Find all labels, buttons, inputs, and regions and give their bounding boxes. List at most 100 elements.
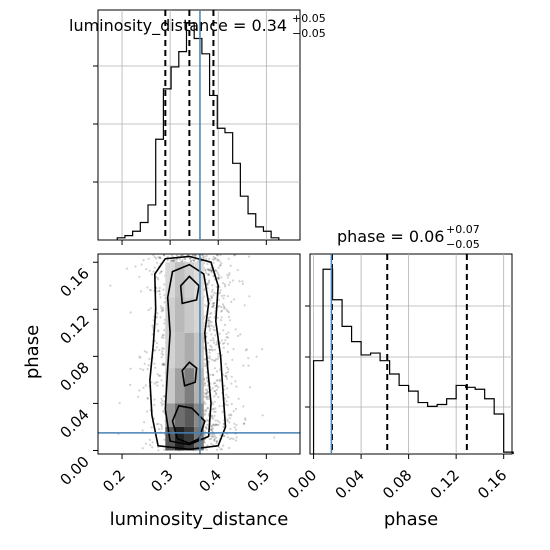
scatter-point (232, 348, 235, 351)
scatter-point (153, 398, 156, 401)
scatter-point (129, 383, 132, 386)
scatter-point (208, 357, 212, 360)
scatter-point (162, 333, 165, 336)
scatter-point (233, 426, 236, 429)
scatter-point (146, 286, 149, 289)
scatter-point (222, 422, 225, 426)
scatter-point (212, 325, 215, 328)
scatter-point (205, 376, 208, 379)
scatter-point (204, 269, 207, 272)
scatter-point (210, 297, 213, 300)
scatter-point (228, 272, 231, 275)
scatter-point (211, 403, 215, 406)
scatter-point (141, 429, 144, 432)
scatter-point (166, 259, 169, 262)
scatter-point (147, 257, 150, 260)
scatter-point (203, 441, 206, 444)
scatter-point (173, 259, 176, 262)
scatter-point (217, 395, 220, 399)
x-tick-label: 0.00 (284, 466, 320, 502)
scatter-point (161, 334, 164, 337)
phase-title: phase = 0.06 (337, 227, 444, 246)
scatter-point (222, 346, 225, 349)
scatter-point (157, 427, 161, 431)
scatter-point (215, 358, 218, 361)
scatter-point (151, 446, 154, 449)
scatter-point (213, 410, 216, 413)
y-tick-label: 0.12 (56, 311, 92, 347)
scatter-point (156, 381, 159, 384)
scatter-point (217, 266, 220, 269)
scatter-point (219, 319, 223, 322)
scatter-point (213, 348, 216, 351)
scatter-point (217, 277, 220, 280)
scatter-point (158, 289, 161, 293)
scatter-point (215, 442, 218, 445)
scatter-point (139, 367, 142, 370)
scatter-point (153, 362, 156, 365)
scatter-point (216, 316, 220, 319)
scatter-point (223, 397, 226, 400)
scatter-point (225, 308, 228, 311)
density-cell (165, 403, 175, 427)
scatter-point (157, 329, 160, 332)
scatter-point (205, 419, 208, 422)
scatter-point (220, 276, 223, 279)
scatter-point (227, 331, 230, 334)
density-cell (184, 297, 195, 333)
scatter-point (227, 283, 231, 286)
scatter-point (226, 350, 229, 354)
scatter-point (234, 254, 237, 257)
scatter-point (169, 259, 172, 262)
scatter-point (156, 316, 159, 319)
scatter-point (226, 342, 229, 345)
scatter-point (231, 358, 234, 361)
scatter-point (232, 410, 235, 413)
scatter-point (163, 322, 166, 325)
scatter-point (194, 254, 197, 257)
scatter-point (235, 385, 238, 388)
scatter-point (161, 384, 165, 387)
scatter-point (217, 352, 220, 355)
scatter-point (215, 440, 218, 443)
scatter-point (204, 388, 207, 391)
scatter-point (214, 257, 217, 260)
scatter-point (220, 309, 223, 312)
scatter-point (157, 449, 160, 452)
scatter-point (218, 332, 221, 335)
scatter-point (216, 254, 219, 257)
scatter-point (212, 301, 215, 305)
scatter-point (208, 329, 211, 332)
scatter-point (210, 295, 213, 298)
scatter-point (204, 268, 207, 271)
scatter-point (206, 407, 209, 410)
scatter-point (216, 448, 219, 451)
scatter-point (230, 382, 233, 385)
scatter-point (247, 255, 251, 258)
scatter-point (226, 370, 229, 374)
scatter-point (158, 286, 161, 290)
scatter-point (160, 307, 163, 310)
scatter-point (215, 440, 218, 443)
scatter-point (203, 358, 206, 361)
scatter-point (153, 266, 156, 269)
scatter-point (226, 418, 229, 421)
scatter-point (193, 259, 196, 262)
scatter-point (224, 363, 227, 366)
scatter-point (157, 422, 160, 426)
scatter-point (156, 384, 159, 387)
scatter-point (174, 259, 177, 262)
scatter-point (215, 285, 218, 288)
scatter-point (211, 424, 214, 427)
scatter-point (148, 269, 151, 272)
scatter-point (261, 348, 264, 351)
scatter-point (222, 282, 225, 285)
scatter-point (236, 269, 239, 272)
scatter-point (151, 333, 154, 336)
scatter-point (149, 444, 152, 447)
phase-title-minus: −0.05 (446, 238, 480, 251)
scatter-point (261, 414, 264, 417)
scatter-point (209, 344, 212, 347)
scatter-point (215, 343, 218, 346)
histogram-step-line (312, 268, 514, 454)
